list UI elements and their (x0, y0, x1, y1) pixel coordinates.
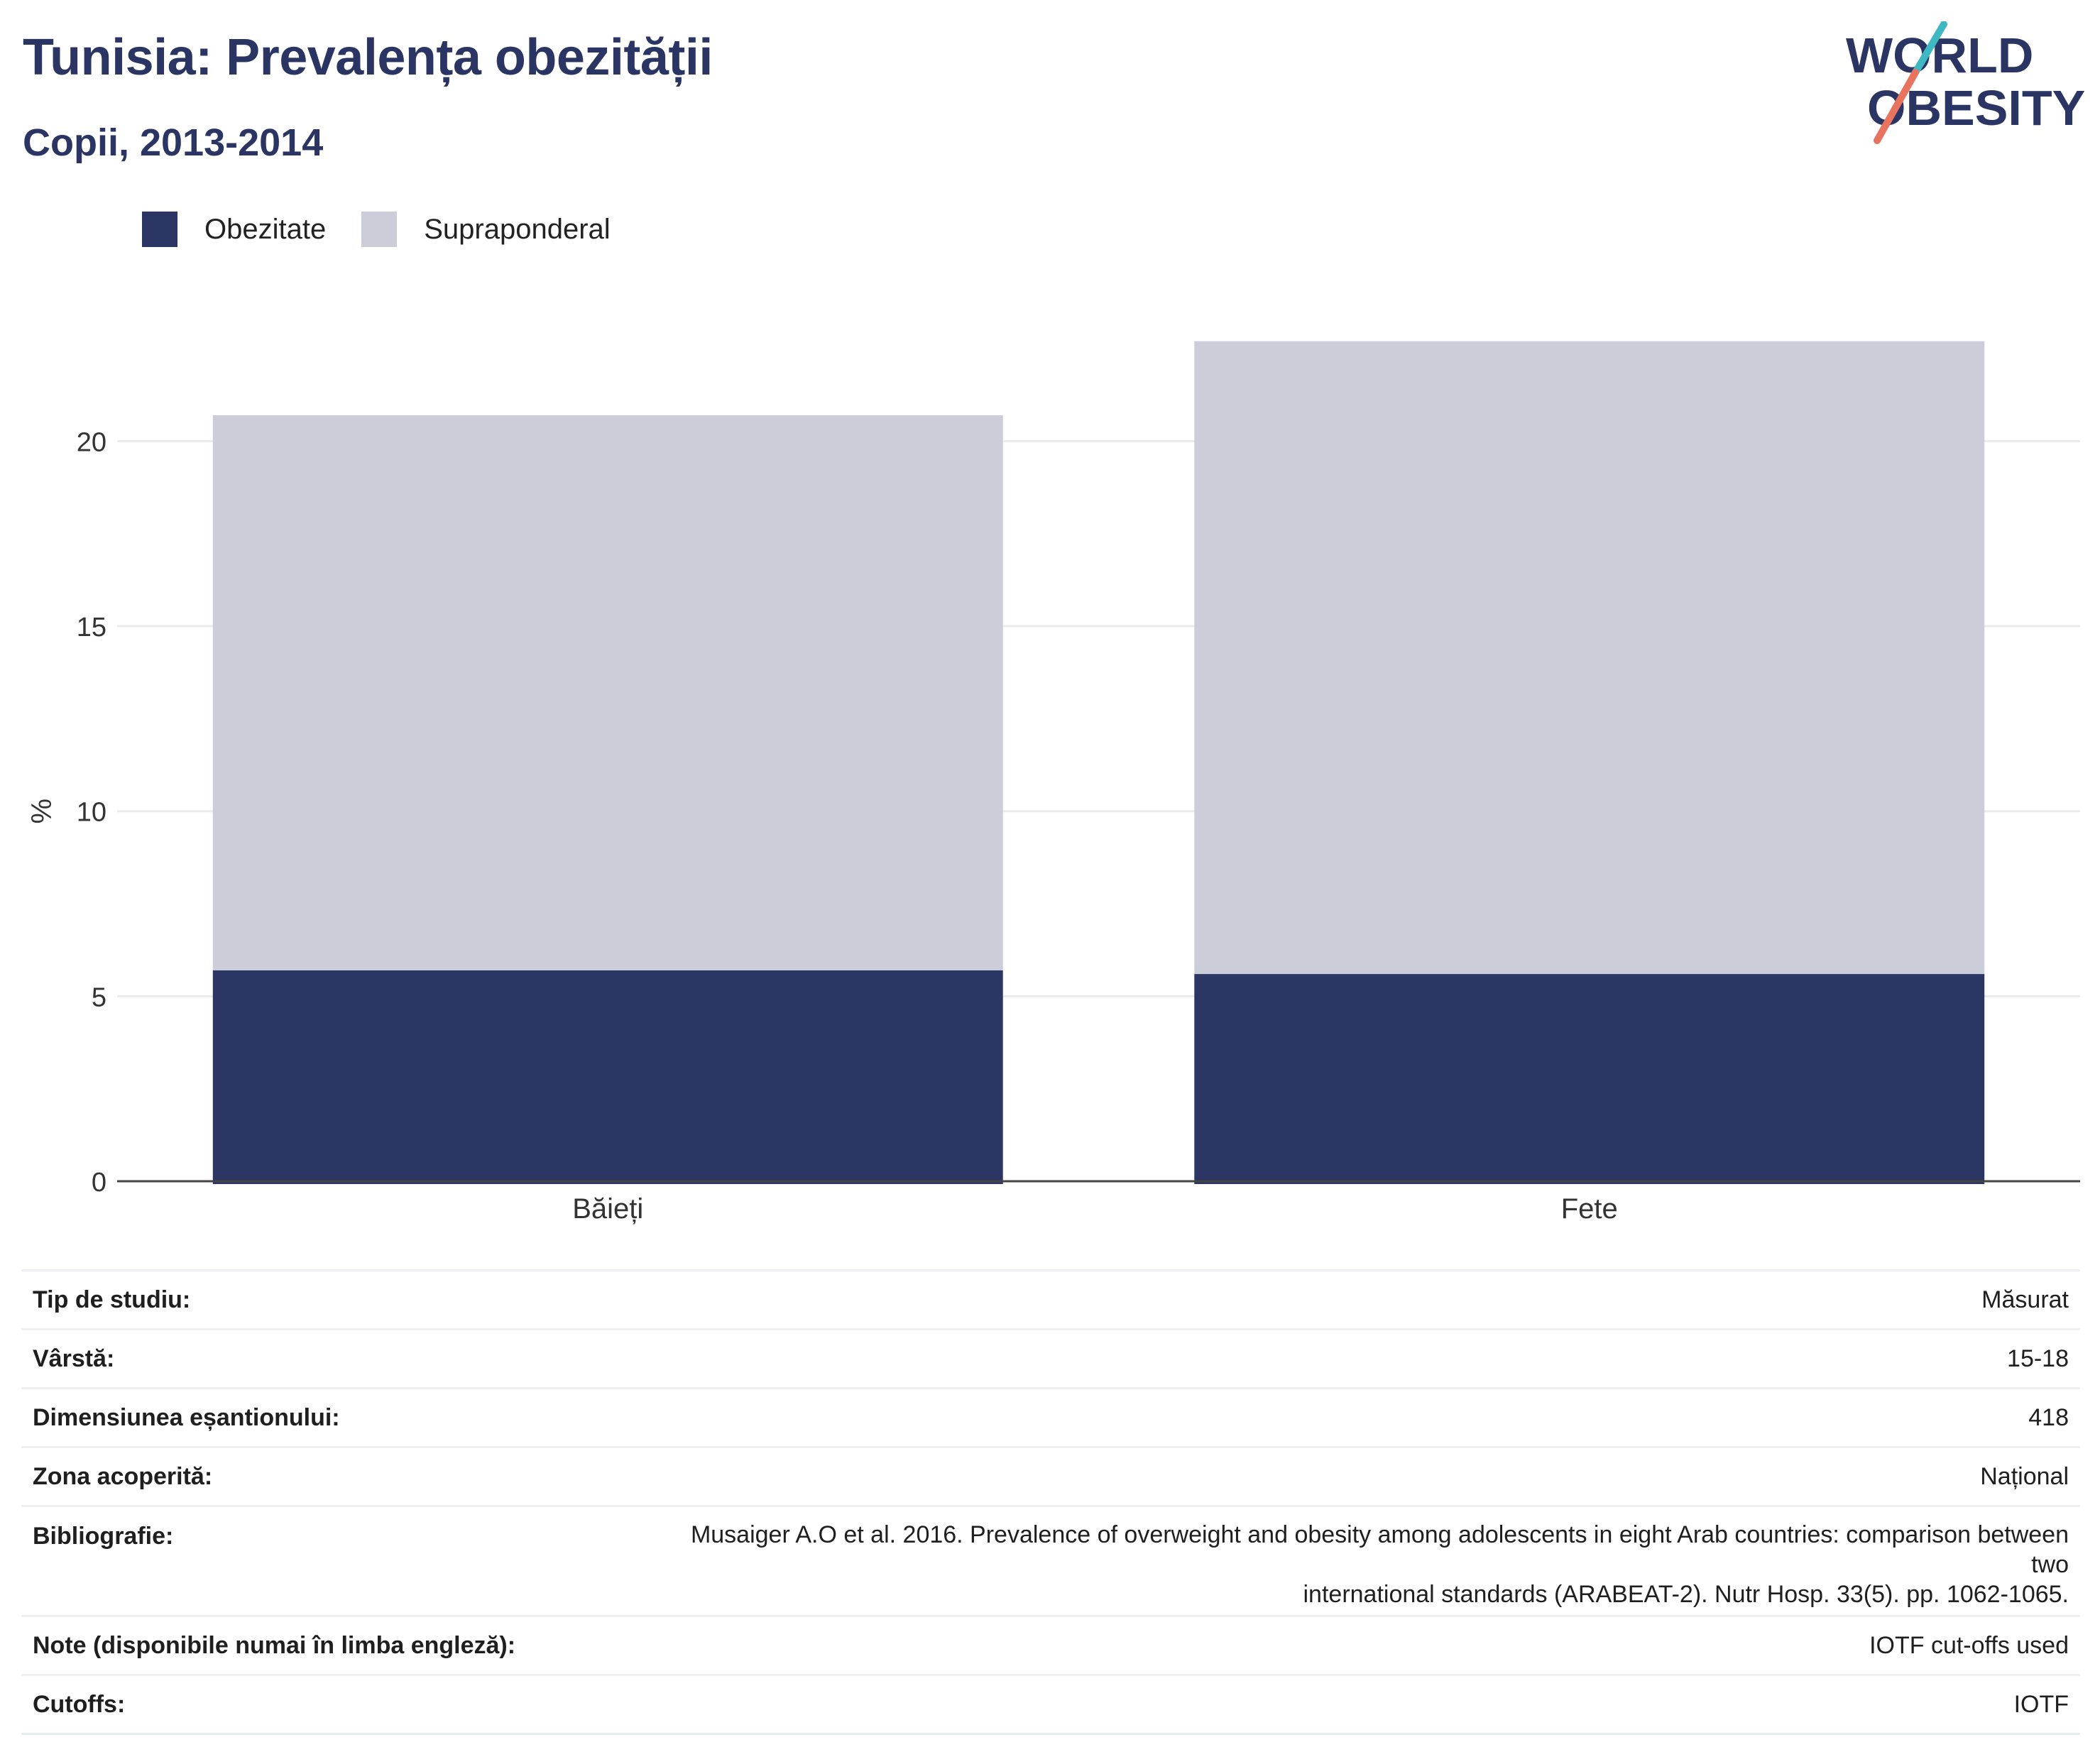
study-type-value: Măsurat (1981, 1286, 2069, 1313)
y-tick-label: 5 (92, 982, 106, 1012)
table-row: Dimensiunea eșantionului: 418 (21, 1388, 2080, 1447)
x-tick-label: Băieți (572, 1193, 643, 1225)
sample-size-value: 418 (2028, 1404, 2069, 1431)
chart-legend: Obezitate Supraponderal (142, 212, 646, 247)
table-row: Note (disponibile numai în limba engleză… (21, 1616, 2080, 1675)
age-label: Vârstă: (33, 1345, 115, 1372)
cutoffs-value: IOTF (2013, 1691, 2069, 1718)
legend-swatch-obezitate (142, 212, 177, 247)
sample-size-label: Dimensiunea eșantionului: (33, 1403, 340, 1431)
table-row: Tip de studiu: Măsurat (21, 1270, 2080, 1330)
cutoffs-label: Cutoffs: (33, 1690, 126, 1718)
bibliography-line1: Musaiger A.O et al. 2016. Prevalence of … (690, 1521, 2069, 1578)
study-type-label: Tip de studiu: (33, 1286, 191, 1313)
y-axis-title: % (26, 799, 58, 824)
y-tick-label: 10 (77, 798, 106, 828)
y-tick-label: 15 (77, 613, 106, 642)
logo-line2: OBESITY (1867, 80, 2085, 136)
age-value: 15-18 (2007, 1345, 2069, 1372)
bibliography-label: Bibliografie: (33, 1523, 174, 1550)
coverage-value: Național (1980, 1463, 2069, 1490)
table-row: Cutoffs: IOTF (21, 1675, 2080, 1734)
legend-item-obezitate[interactable]: Obezitate (142, 212, 326, 247)
legend-swatch-supraponderal (361, 212, 398, 247)
bar-supraponderal (1194, 341, 1985, 975)
bibliography-value: Musaiger A.O et al. 2016. Prevalence of … (639, 1506, 2080, 1616)
table-row: Bibliografie: Musaiger A.O et al. 2016. … (21, 1506, 2080, 1616)
legend-label-obezitate: Obezitate (204, 213, 327, 245)
bar-chart: 0 5 10 15 20% Băieți Fete (26, 341, 2080, 1225)
y-tick-label: 0 (92, 1168, 106, 1198)
notes-value: IOTF cut-offs used (1869, 1632, 2069, 1659)
bar-supraponderal (212, 415, 1003, 970)
legend-item-supraponderal[interactable]: Supraponderal (361, 212, 611, 247)
logo-slash-coral (1874, 69, 1919, 144)
chart-subtitle: Copii, 2013-2014 (23, 121, 324, 164)
bibliography-line2: international standards (ARABEAT-2). Nut… (1303, 1581, 2069, 1608)
chart-title: Tunisia: Prevalența obezității (23, 29, 713, 86)
table-row: Vârstă: 15-18 (21, 1329, 2080, 1389)
legend-label-supraponderal: Supraponderal (424, 213, 611, 245)
y-tick-label: 20 (77, 427, 106, 457)
bar-obezitate (212, 970, 1003, 1184)
coverage-label: Zona acoperită: (33, 1462, 213, 1490)
study-details-table: Tip de studiu: Măsurat Vârstă: 15-18 Dim… (21, 1269, 2080, 1735)
bar-obezitate (1194, 974, 1985, 1184)
logo-slash-teal (1912, 21, 1947, 76)
table-row: Zona acoperită: Național (21, 1447, 2080, 1506)
x-tick-label: Fete (1561, 1193, 1618, 1225)
world-obesity-logo: WORLD OBESITY (1846, 21, 2085, 144)
notes-label: Note (disponibile numai în limba engleză… (33, 1631, 516, 1659)
